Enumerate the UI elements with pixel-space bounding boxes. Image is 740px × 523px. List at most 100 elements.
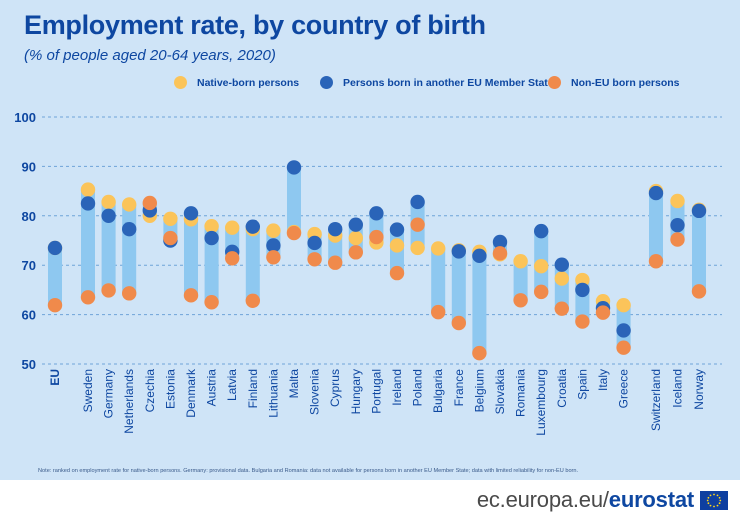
x-label-norway: Norway: [692, 369, 706, 410]
range-bar-austria: [204, 226, 219, 303]
range-bar-netherlands: [122, 204, 137, 294]
legend-dot-non-eu: [548, 76, 561, 89]
point-non-eu-latvia: [225, 251, 240, 266]
point-non-eu-poland: [410, 217, 425, 232]
point-non-eu-cyprus: [328, 255, 343, 270]
point-native-croatia: [554, 271, 569, 286]
point-eu-born-cyprus: [328, 221, 343, 237]
x-label-malta: Malta: [287, 369, 301, 399]
x-label-austria: Austria: [205, 369, 219, 407]
legend-label-eu-born: Persons born in another EU Member State: [343, 76, 554, 89]
eu-flag-icon: [700, 491, 728, 510]
point-eu-born-switzerland: [648, 185, 664, 201]
point-eu-born-malta: [286, 160, 302, 175]
point-native-greece: [616, 298, 631, 313]
point-eu-born-sweden: [80, 196, 96, 211]
legend-dot-native: [174, 76, 187, 89]
x-label-hungary: Hungary: [349, 369, 363, 414]
legend: Native-born persons Persons born in anot…: [0, 76, 740, 92]
point-non-eu-france: [451, 315, 466, 331]
point-eu-born-denmark: [183, 206, 199, 221]
point-non-eu-eu: [47, 298, 63, 313]
point-non-eu-greece: [616, 340, 631, 355]
point-native-estonia: [163, 211, 178, 226]
point-native-luxembourg: [534, 258, 549, 274]
point-non-eu-croatia: [554, 301, 569, 316]
point-eu-born-norway: [691, 203, 707, 219]
point-native-netherlands: [122, 197, 137, 212]
point-non-eu-lithuania: [266, 250, 281, 265]
point-native-iceland: [670, 193, 685, 209]
range-bar-romania: [513, 261, 528, 301]
range-bar-germany: [101, 201, 116, 291]
point-eu-born-netherlands: [122, 221, 137, 237]
point-eu-born-croatia: [554, 257, 569, 272]
y-tick-70: 70: [22, 258, 36, 273]
x-label-cyprus: Cyprus: [328, 369, 342, 407]
point-eu-born-finland: [245, 219, 260, 234]
x-label-luxembourg: Luxembourg: [534, 369, 548, 436]
point-eu-born-spain: [575, 282, 590, 298]
point-eu-born-hungary: [348, 217, 363, 232]
range-bar-finland: [245, 226, 260, 301]
footnote: Note: ranked on employment rate for nati…: [38, 468, 579, 474]
point-non-eu-slovenia: [307, 252, 322, 267]
x-label-sweden: Sweden: [81, 369, 95, 412]
y-tick-60: 60: [22, 308, 36, 323]
point-non-eu-slovakia: [492, 246, 508, 261]
x-label-greece: Greece: [617, 369, 631, 409]
point-native-sweden: [80, 182, 96, 197]
point-non-eu-norway: [691, 284, 707, 299]
point-non-eu-finland: [245, 293, 260, 308]
point-non-eu-switzerland: [648, 254, 664, 269]
point-native-poland: [410, 240, 425, 256]
legend-label-non-eu: Non-EU born persons: [571, 76, 680, 89]
point-eu-born-france: [451, 244, 466, 259]
point-native-spain: [575, 272, 590, 288]
x-label-poland: Poland: [411, 369, 425, 406]
range-bar-france: [451, 250, 466, 323]
legend-item-native: Native-born persons: [174, 76, 299, 89]
point-non-eu-ireland: [389, 265, 405, 281]
x-label-estonia: Estonia: [163, 369, 177, 409]
point-eu-born-germany: [101, 208, 116, 223]
point-eu-born-slovenia: [307, 235, 322, 251]
x-label-finland: Finland: [246, 369, 260, 408]
footer-site: ec.europa.eu/: [476, 487, 609, 512]
point-native-ireland: [389, 238, 405, 253]
point-non-eu-romania: [513, 293, 528, 308]
y-tick-90: 90: [22, 159, 36, 174]
point-non-eu-belgium: [472, 345, 487, 361]
x-label-romania: Romania: [514, 369, 528, 417]
point-eu-born-portugal: [369, 206, 384, 221]
x-label-italy: Italy: [596, 369, 610, 391]
point-eu-born-lithuania: [266, 238, 281, 253]
x-axis-labels: EU Sweden Germany Netherlands Czechia Estonia…: [48, 368, 706, 436]
point-native-hungary: [348, 230, 363, 246]
point-non-eu-austria: [204, 295, 219, 310]
point-non-eu-malta: [286, 225, 302, 241]
range-bar-switzerland: [649, 191, 663, 262]
x-label-ireland: Ireland: [390, 369, 404, 406]
y-tick-80: 80: [22, 209, 36, 224]
footer-brand: eurostat: [608, 487, 694, 512]
eurostat-footer[interactable]: ec.europa.eu/eurostat: [477, 487, 694, 513]
range-bar-bulgaria: [431, 248, 446, 313]
point-native-austria: [204, 218, 219, 234]
x-label-portugal: Portugal: [369, 369, 383, 414]
point-non-eu-germany: [101, 283, 116, 298]
point-eu-born-slovakia: [492, 234, 508, 250]
point-non-eu-bulgaria: [431, 304, 446, 320]
x-label-germany: Germany: [102, 369, 116, 418]
x-label-iceland: Iceland: [671, 369, 685, 408]
point-native-germany: [101, 194, 116, 210]
range-bar-norway: [692, 209, 706, 292]
legend-dot-eu-born: [320, 76, 333, 89]
chart-title: Employment rate, by country of birth: [24, 10, 486, 40]
range-bar-belgium: [472, 251, 487, 354]
point-eu-born-belgium: [472, 248, 487, 264]
point-native-bulgaria: [431, 241, 446, 256]
x-label-slovenia: Slovenia: [308, 369, 322, 415]
employment-chart: 50 60 70 80 90 100 EU Sweden Germany Netherlands…: [14, 110, 722, 436]
x-label-croatia: Croatia: [555, 369, 569, 408]
